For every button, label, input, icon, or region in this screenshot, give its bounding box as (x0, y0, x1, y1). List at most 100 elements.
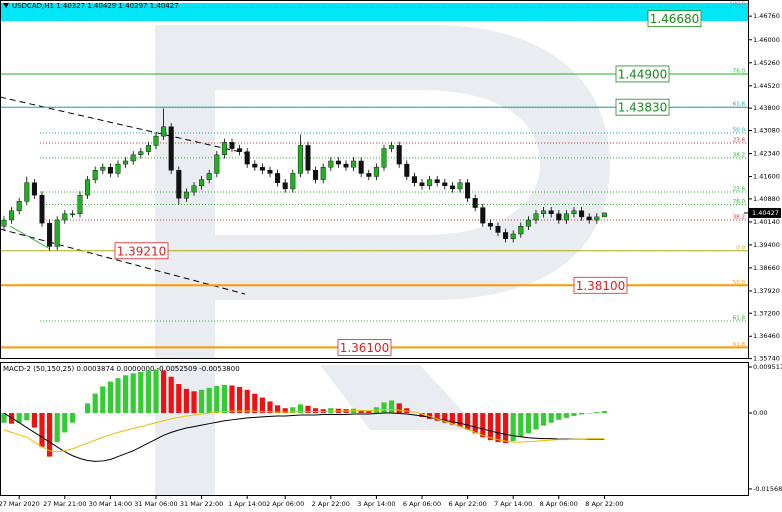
candle-body (465, 182, 471, 199)
indicator-title: MACD-2 (50,150,25) 0.0003874 0.0000000 -… (3, 365, 240, 373)
candle-body (252, 163, 258, 168)
x-tick-label: 2 Apr 22:00 (312, 500, 350, 508)
histogram-bar (24, 413, 30, 421)
x-tick-label: 6 Apr 22:00 (448, 500, 486, 508)
candle-body (123, 160, 129, 165)
histogram-bar (525, 413, 531, 434)
histogram-bar (47, 413, 53, 457)
fib-level-label: 50.0 (733, 280, 746, 286)
y-tick-label: 1.37200 (753, 309, 780, 317)
candle-body (503, 232, 509, 239)
y-tick-label: 1.46760 (753, 12, 780, 20)
level-label: 1.43830 (618, 101, 668, 115)
x-tick-label: 8 Apr 06:00 (540, 500, 578, 508)
candle-body (16, 201, 22, 211)
trend-line (9, 225, 51, 250)
macd-panel-border (0, 362, 749, 496)
candle-body (373, 166, 379, 177)
y-tick-label: 1.39400 (753, 241, 780, 249)
x-tick-label: 31 Mar 06:00 (134, 500, 177, 508)
histogram-bar (442, 413, 448, 423)
last-price-label: 1.40427 (752, 209, 779, 217)
candle-body (427, 179, 433, 187)
y-tick-label: 1.44520 (753, 82, 780, 90)
candle-body (297, 145, 303, 174)
candle-body (366, 173, 372, 177)
histogram-bar (556, 413, 562, 420)
fib-level-label: 100.0 (729, 2, 745, 8)
candle-body (472, 198, 478, 208)
candle-body (85, 179, 91, 196)
histogram-bar (69, 413, 75, 423)
watermark (155, 25, 610, 495)
histogram-bar (252, 393, 258, 414)
candle-body (449, 185, 455, 190)
candle-body (282, 182, 288, 190)
histogram-bar (221, 384, 227, 414)
candle-body (259, 166, 265, 171)
candle-body (533, 213, 539, 221)
histogram-bar (480, 413, 486, 438)
histogram-bar (381, 402, 387, 414)
histogram-bar (313, 408, 319, 414)
candle-body (305, 145, 311, 171)
y-tick-label: 0.00 (753, 409, 767, 417)
y-tick-label: 1.41600 (753, 173, 780, 181)
candle-body (389, 145, 395, 149)
candle-body (206, 173, 212, 180)
watermark-shape (155, 25, 610, 358)
indicator-line (3, 412, 605, 462)
fib-level-label: 61.8 (733, 316, 746, 322)
histogram-bar (419, 413, 425, 417)
histogram-bar (92, 393, 98, 414)
candle-body (320, 166, 326, 180)
candle-body (275, 173, 281, 183)
level-label: 1.38100 (576, 279, 626, 293)
y-tick-label: 1.37920 (753, 287, 780, 295)
candle-body (495, 226, 501, 233)
histogram-bar (541, 413, 547, 426)
histogram-bar (434, 413, 440, 421)
histogram-bar (389, 400, 395, 414)
candle-body (548, 210, 554, 215)
candle-body (47, 222, 53, 247)
histogram-bar (183, 388, 189, 414)
histogram-bar (1, 413, 7, 423)
histogram-bar (510, 413, 516, 442)
histogram-bar (39, 413, 45, 447)
y-tick-label: 1.43080 (753, 127, 780, 135)
histogram-bar (290, 407, 296, 414)
candle-body (594, 216, 600, 221)
histogram-bar (168, 376, 174, 414)
candle-body (510, 233, 516, 239)
candle-body (487, 222, 493, 227)
candle-body (358, 160, 364, 174)
candle-body (579, 210, 585, 218)
level-box (615, 65, 670, 83)
fib-level-label: 76.0 (733, 199, 746, 205)
histogram-bar (214, 385, 220, 414)
fib-level-label: 61.8 (733, 342, 746, 348)
histogram-bar (275, 405, 281, 414)
y-tick-label: 1.40880 (753, 195, 780, 203)
histogram-bar (107, 381, 113, 414)
candle-body (404, 163, 410, 177)
y-tick-label: 1.38660 (753, 264, 780, 272)
fib-level-label: 61.8 (733, 102, 746, 108)
candle-body (24, 182, 30, 202)
candle-body (518, 226, 524, 235)
histogram-bar (457, 413, 463, 427)
histogram-bar (138, 371, 144, 414)
histogram-bar (62, 413, 68, 433)
candle-body (396, 145, 402, 165)
x-tick-label: 8 Apr 22:00 (585, 500, 623, 508)
histogram-bar (396, 403, 402, 414)
candle-body (138, 151, 144, 155)
candle-body (525, 219, 531, 227)
candle-body (237, 148, 243, 152)
candle-body (457, 182, 463, 190)
candle-body (244, 151, 250, 165)
candle-body (411, 176, 417, 183)
histogram-bar (161, 370, 167, 414)
candle-body (229, 142, 235, 149)
